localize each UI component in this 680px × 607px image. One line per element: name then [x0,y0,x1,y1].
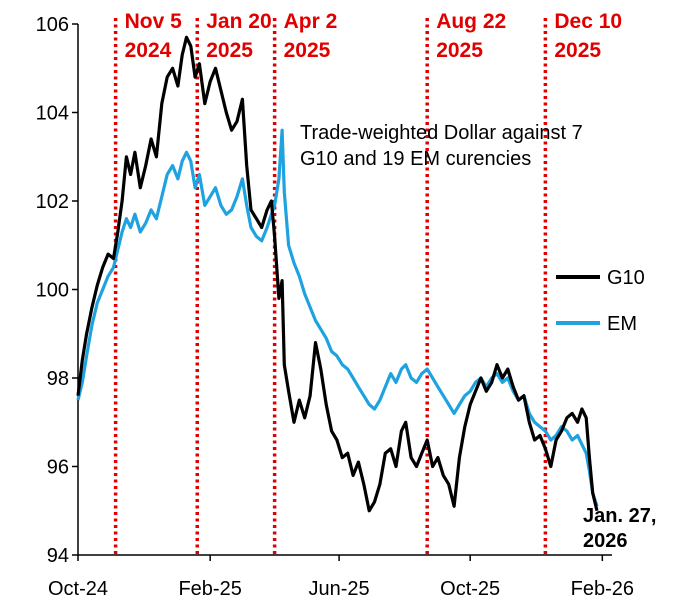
event-label-line: 2025 [436,39,483,62]
event-label-line: 2024 [125,39,172,62]
event-label-line: Apr 2 [284,10,338,33]
event-label-line: Nov 5 [125,10,183,33]
event-label-line: 2025 [206,39,253,62]
x-tick-label: Oct-25 [440,578,500,600]
y-tick-label: 104 [36,103,69,125]
x-axis-ticks: Oct-24 Feb-25 Jun-25 Oct-25 Feb-26 [48,555,634,600]
event-label-line: 2025 [284,39,331,62]
x-tick-label: Oct-24 [48,578,108,600]
legend: G10 EM [556,267,645,335]
series-lines [76,35,599,513]
axes [77,24,612,556]
x-tick-label: Jun-25 [309,578,370,600]
y-axis-ticks: 94 96 98 100 102 104 106 [36,14,78,567]
y-tick-label: 100 [36,280,69,302]
event-label-line: 2025 [554,39,601,62]
event-label-line: Dec 10 [554,10,622,33]
legend-label-em: EM [607,313,637,335]
y-tick-label: 102 [36,191,69,213]
event-label: Dec 10 2025 [554,10,622,62]
end-date-line-1: Jan. 27, [583,505,656,527]
event-label: Jan 20 2025 [206,10,271,62]
series-line-em [76,128,599,507]
x-tick-label: Feb-25 [178,578,241,600]
series-line-g10 [76,35,599,513]
legend-label-g10: G10 [607,267,645,289]
event-label: Apr 2 2025 [284,10,338,62]
end-date-line-2: 2026 [583,530,628,552]
chart-note-line-1: Trade-weighted Dollar against 7 [300,122,583,144]
y-tick-label: 98 [47,368,69,390]
event-label: Aug 22 2025 [436,10,506,62]
y-tick-label: 96 [47,457,69,479]
end-date-label: Jan. 27, 2026 [583,505,662,552]
chart-note-line-2: G10 and 19 EM curencies [300,148,531,170]
event-label-line: Jan 20 [206,10,271,33]
chart-note: Trade-weighted Dollar against 7 G10 and … [300,122,588,170]
x-tick-label: Feb-26 [571,578,634,600]
event-label-line: Aug 22 [436,10,506,33]
event-label: Nov 5 2024 [125,10,183,62]
y-tick-label: 106 [36,14,69,36]
y-tick-label: 94 [47,545,69,567]
